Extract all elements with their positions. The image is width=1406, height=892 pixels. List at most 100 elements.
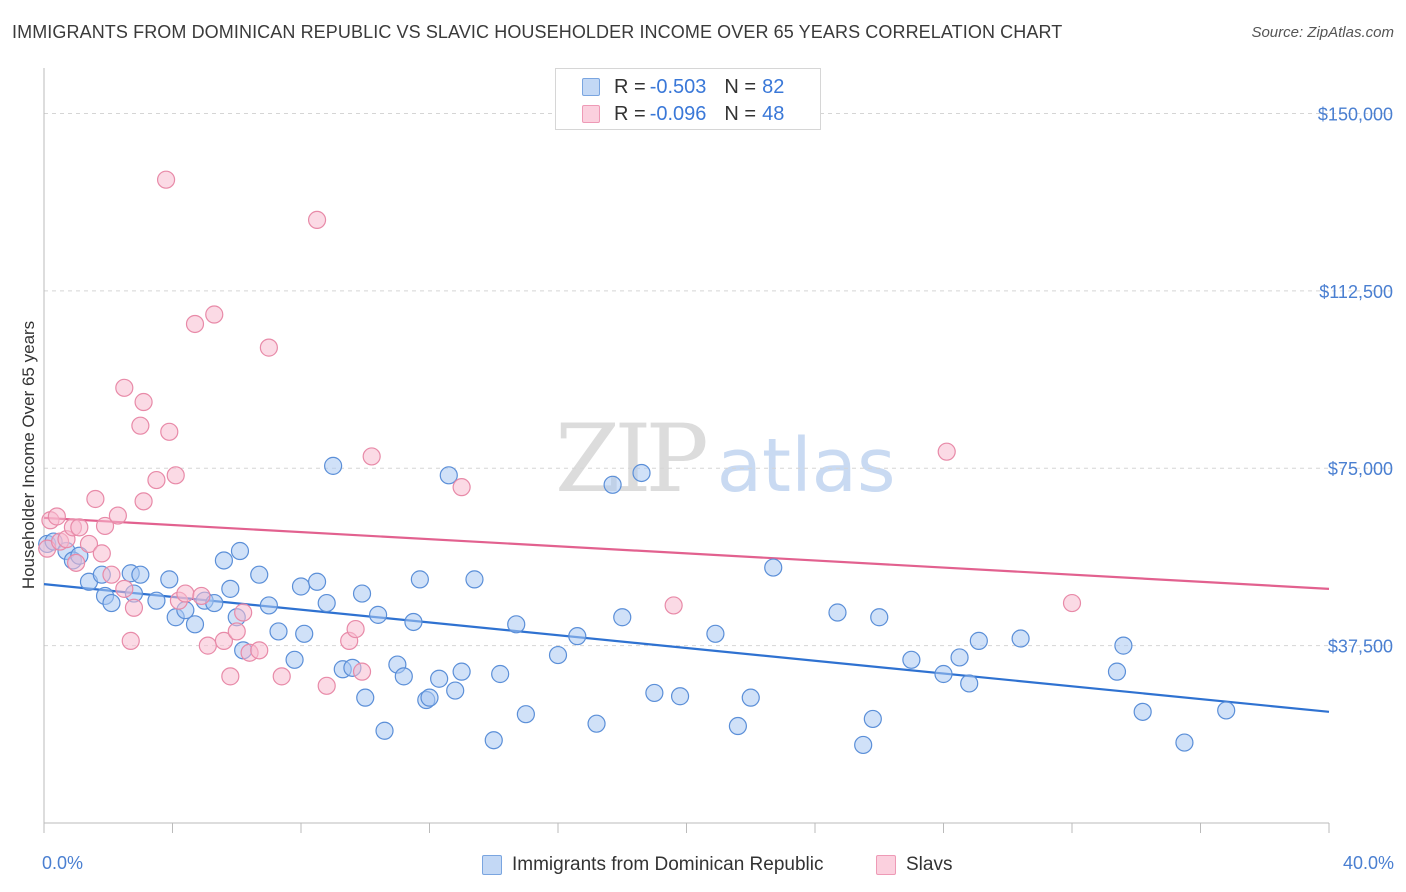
point-slavs — [307, 210, 327, 230]
point-slavs — [250, 641, 269, 660]
point-dominican — [410, 570, 429, 589]
point-dominican — [465, 570, 484, 589]
point-dominican — [670, 687, 690, 706]
point-dominican — [1133, 702, 1152, 721]
point-dominican — [613, 608, 632, 627]
point-slavs — [67, 553, 86, 572]
data-points — [38, 170, 1236, 755]
point-dominican — [568, 627, 587, 646]
point-slavs — [452, 478, 471, 497]
point-dominican — [484, 731, 503, 750]
point-slavs — [115, 579, 134, 598]
point-dominican — [491, 664, 510, 684]
point-slavs — [124, 598, 144, 617]
point-slavs — [352, 662, 372, 681]
point-dominican — [1011, 629, 1030, 648]
legend-swatch-blue — [482, 855, 502, 875]
legend-r-value: -0.503 — [649, 75, 707, 98]
point-slavs — [1062, 593, 1082, 613]
point-dominican — [131, 565, 150, 584]
legend-swatch-pink — [582, 105, 600, 123]
point-dominican — [147, 591, 166, 610]
point-slavs — [198, 636, 217, 655]
legend-r-label: R = — [614, 102, 646, 125]
point-dominican — [307, 572, 327, 591]
point-slavs — [192, 586, 211, 606]
legend-n-label: N = — [724, 75, 757, 98]
point-dominican — [291, 577, 311, 596]
point-slavs — [346, 619, 365, 639]
axis-labels: $37,500 $75,000 $112,500 $150,000 0.0% 40.0% H… — [19, 104, 1394, 873]
trend-line-dominican — [43, 583, 1330, 713]
point-slavs — [937, 442, 956, 461]
y-tick-label: $150,000 — [1318, 104, 1393, 124]
watermark-atlas: atlas — [716, 423, 896, 509]
point-slavs — [115, 378, 134, 397]
point-dominican — [317, 593, 336, 613]
legend-n-value: 82 — [762, 75, 785, 98]
legend-r-label: R = — [614, 75, 646, 98]
point-dominican — [902, 650, 921, 669]
legend-row-slavs: R = -0.096 N = 48 — [556, 100, 784, 128]
legend-n-label: N = — [724, 102, 757, 125]
point-dominican — [764, 558, 783, 577]
point-dominican — [285, 650, 304, 669]
point-slavs — [166, 466, 185, 485]
point-dominican — [854, 735, 873, 755]
legend-row-dominican: R = -0.503 N = 82 — [556, 73, 784, 101]
point-dominican — [632, 463, 651, 483]
point-dominican — [230, 541, 250, 561]
point-slavs — [147, 470, 166, 490]
point-dominican — [934, 664, 953, 684]
point-dominican — [741, 688, 760, 707]
point-slavs — [176, 584, 195, 603]
legend-n-value: 48 — [762, 102, 785, 125]
point-dominican — [185, 615, 205, 634]
point-dominican — [516, 705, 535, 724]
legend-item-slavs: Slavs — [876, 850, 952, 880]
y-tick-label: $37,500 — [1328, 637, 1393, 657]
point-slavs — [664, 596, 683, 615]
point-slavs — [95, 516, 115, 536]
point-dominican — [587, 714, 606, 733]
x-tick-label-max: 40.0% — [1343, 853, 1394, 873]
trend-lines — [43, 516, 1330, 713]
watermark-zip: ZIP — [555, 405, 709, 514]
point-slavs — [227, 622, 246, 641]
point-dominican — [548, 645, 568, 665]
point-slavs — [272, 667, 291, 686]
chart-title: IMMIGRANTS FROM DOMINICAN REPUBLIC VS SL… — [12, 22, 1063, 42]
point-slavs — [317, 676, 336, 695]
y-axis-title: Householder Income Over 65 years — [19, 321, 38, 589]
legend-correlation: R = -0.503 N = 82 R = -0.096 N = 48 — [555, 68, 821, 130]
point-slavs — [259, 338, 278, 357]
point-dominican — [369, 605, 388, 624]
point-dominican — [324, 456, 343, 475]
point-dominican — [969, 631, 988, 650]
point-dominican — [250, 565, 269, 584]
point-slavs — [134, 392, 153, 412]
point-slavs — [234, 603, 253, 622]
legend-label-dominican: Immigrants from Dominican Republic — [512, 854, 824, 875]
point-dominican — [603, 475, 622, 494]
point-dominican — [102, 593, 121, 613]
point-dominican — [394, 667, 413, 686]
watermark: ZIP atlas — [555, 405, 896, 514]
point-dominican — [259, 596, 278, 615]
point-slavs — [214, 631, 233, 650]
point-slavs — [102, 565, 121, 584]
point-dominican — [221, 579, 240, 598]
point-slavs — [108, 506, 127, 525]
point-dominican — [728, 716, 748, 736]
point-dominican — [950, 648, 969, 667]
point-slavs — [92, 544, 111, 563]
point-dominican — [1175, 733, 1194, 752]
point-dominican — [375, 721, 394, 740]
legend-swatch-blue — [582, 78, 600, 96]
legend-swatch-pink — [876, 855, 896, 875]
point-slavs — [79, 534, 99, 554]
point-dominican — [828, 603, 847, 622]
point-dominican — [356, 688, 375, 707]
point-dominican — [1114, 636, 1133, 655]
